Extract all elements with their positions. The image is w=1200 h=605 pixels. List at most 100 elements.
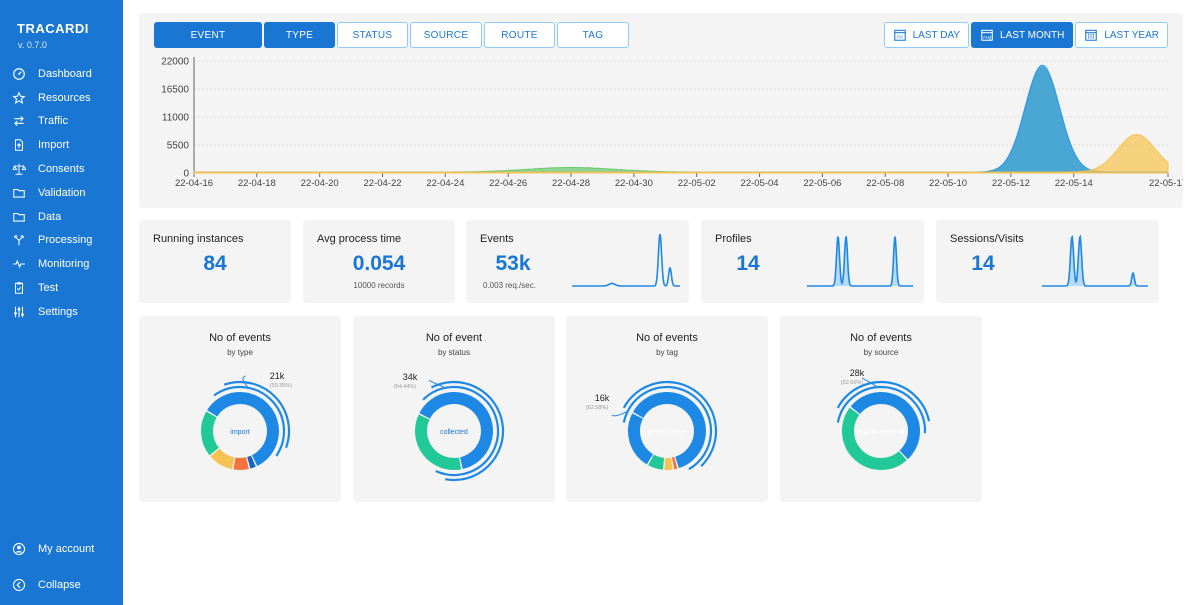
sparkline-line: [807, 235, 913, 287]
x-tick-label: 22-05-04: [741, 178, 779, 189]
swap-icon: [14, 116, 24, 127]
calendar-day-icon-text: Fri: [897, 35, 902, 40]
sidebar-item-label: Resources: [38, 91, 91, 104]
chart-tab-bar: EVENT TYPE STATUS SOURCE ROUTE TAG: [154, 22, 631, 48]
sidebar-item-test[interactable]: Test: [0, 276, 123, 300]
donut-chart[interactable]: performance 16k (62.58%): [566, 316, 768, 502]
donut-card-by-tag: No of events by tag performance 16k (62.…: [566, 316, 768, 502]
donut-top-percent: (52.66%): [841, 380, 863, 386]
donut-segment[interactable]: [632, 392, 706, 469]
donut-segment[interactable]: [842, 407, 907, 470]
sidebar-item-import[interactable]: Import: [0, 133, 123, 157]
sidebar-item-monitoring[interactable]: Monitoring: [0, 252, 123, 276]
sidebar-item-label: Monitoring: [38, 258, 90, 271]
tab-type[interactable]: TYPE: [264, 22, 335, 48]
donut-top-percent: (59.35%): [270, 383, 292, 389]
donut-outer-arc: [622, 380, 718, 467]
tab-status[interactable]: STATUS: [337, 22, 408, 48]
x-tick-label: 22-04-18: [238, 178, 276, 189]
tab-source[interactable]: SOURCE: [410, 22, 482, 48]
last-day-button[interactable]: Fri LAST DAY: [883, 22, 970, 48]
collapse-button[interactable]: Collapse: [0, 573, 123, 597]
x-tick-label: 22-05-08: [866, 178, 904, 189]
donut-center-label: collected: [440, 429, 468, 436]
last-day-label: LAST DAY: [912, 29, 961, 41]
donut-segment[interactable]: [419, 392, 493, 470]
dashboard-icon: [13, 68, 25, 80]
x-tick-label: 22-05-10: [929, 178, 967, 189]
import-icon: [14, 139, 24, 152]
brand-logo[interactable]: TRACARDI: [17, 21, 89, 36]
tab-route[interactable]: ROUTE: [484, 22, 555, 48]
donut-segment[interactable]: [210, 448, 235, 470]
app-version: v. 0.7.0: [18, 40, 47, 50]
stat-title: Running instances: [153, 233, 244, 245]
stat-title: Events: [480, 233, 514, 245]
tab-tag[interactable]: TAG: [557, 22, 629, 48]
account-circle-icon: [12, 542, 26, 555]
donut-top-value: 34k: [403, 372, 418, 382]
donut-pointer: [861, 377, 877, 387]
donut-pointer: [428, 379, 445, 388]
my-account-label: My account: [38, 542, 95, 555]
donut-segment[interactable]: [207, 392, 279, 466]
sidebar-item-consents[interactable]: Consents: [0, 157, 123, 181]
donut-segment[interactable]: [247, 455, 256, 469]
last-month-label: LAST MONTH: [1000, 29, 1065, 41]
events-area-chart[interactable]: 0 5500 11000 16500 22000 22-04-16 22-04-18 22-0…: [139, 53, 1183, 208]
last-year-button[interactable]: LAST YEAR: [1075, 22, 1168, 48]
x-tick-label: 22-04-22: [364, 178, 402, 189]
donut-segment[interactable]: [415, 414, 462, 470]
x-tick-label: 22-04-24: [426, 178, 464, 189]
area-series[interactable]: [193, 133, 1169, 174]
donut-segment[interactable]: [648, 454, 665, 470]
last-month-button[interactable]: Aug LAST MONTH: [971, 22, 1074, 48]
donut-chart[interactable]: import 21k (59.35%): [139, 316, 341, 502]
tab-event[interactable]: EVENT: [154, 22, 262, 48]
sidebar-nav: Dashboard Resources Traffic Import Conse…: [0, 62, 123, 324]
donut-title: No of events: [209, 332, 271, 344]
donut-segment[interactable]: [233, 457, 249, 470]
x-tick-label: 22-05-17: [1149, 178, 1183, 189]
my-account-link[interactable]: My account: [0, 537, 123, 561]
sidebar-item-settings[interactable]: Settings: [0, 300, 123, 324]
star-icon: [12, 91, 26, 104]
sidebar-item-label: Validation: [38, 186, 86, 199]
donut-outer-arc: [622, 385, 713, 471]
sidebar-item-data[interactable]: Data: [0, 205, 123, 229]
donut-chart[interactable]: Import external 28k (52.66%): [780, 316, 982, 502]
folder-icon: [13, 188, 25, 198]
collapse-icon: [12, 578, 26, 591]
x-tick-label: 22-04-28: [552, 178, 590, 189]
sparkline-line: [572, 233, 680, 287]
collapse-label: Collapse: [38, 578, 81, 591]
stat-value: 14: [971, 252, 995, 275]
x-tick-label: 22-05-14: [1055, 178, 1093, 189]
sidebar-item-traffic[interactable]: Traffic: [0, 110, 123, 134]
x-tick-label: 22-04-20: [301, 178, 339, 189]
donut-chart[interactable]: collected 34k (64.44%): [353, 316, 555, 502]
donut-segment[interactable]: [671, 457, 678, 470]
stat-value: 53k: [495, 252, 531, 275]
sidebar-item-processing[interactable]: Processing: [0, 229, 123, 253]
stat-card-profiles: Profiles 14: [701, 220, 924, 303]
sessions-sparkline: [1042, 234, 1148, 287]
donut-segment[interactable]: [850, 392, 920, 460]
sidebar-item-label: Data: [38, 210, 62, 223]
y-tick-label: 22000: [161, 57, 189, 68]
donut-segment[interactable]: [201, 411, 220, 456]
donut-top-percent: (64.44%): [394, 384, 416, 390]
sidebar-bottom: My account Collapse: [0, 537, 123, 597]
sidebar-item-dashboard[interactable]: Dashboard: [0, 62, 123, 86]
donut-segment[interactable]: [628, 413, 654, 465]
sidebar-item-validation[interactable]: Validation: [0, 181, 123, 205]
donut-title: No of events: [850, 332, 912, 344]
calendar-grid-icon: [1085, 29, 1098, 41]
stat-card-avg-process-time: Avg process time 0.054 10000 records: [303, 220, 455, 303]
sidebar: TRACARDI v. 0.7.0 Dashboard Resources Tr…: [0, 0, 123, 605]
sidebar-item-resources[interactable]: Resources: [0, 86, 123, 110]
area-series[interactable]: [193, 64, 1169, 174]
stat-card-sessions: Sessions/Visits 14: [936, 220, 1159, 303]
donut-pointer: [242, 375, 248, 388]
fork-icon: [14, 235, 24, 246]
